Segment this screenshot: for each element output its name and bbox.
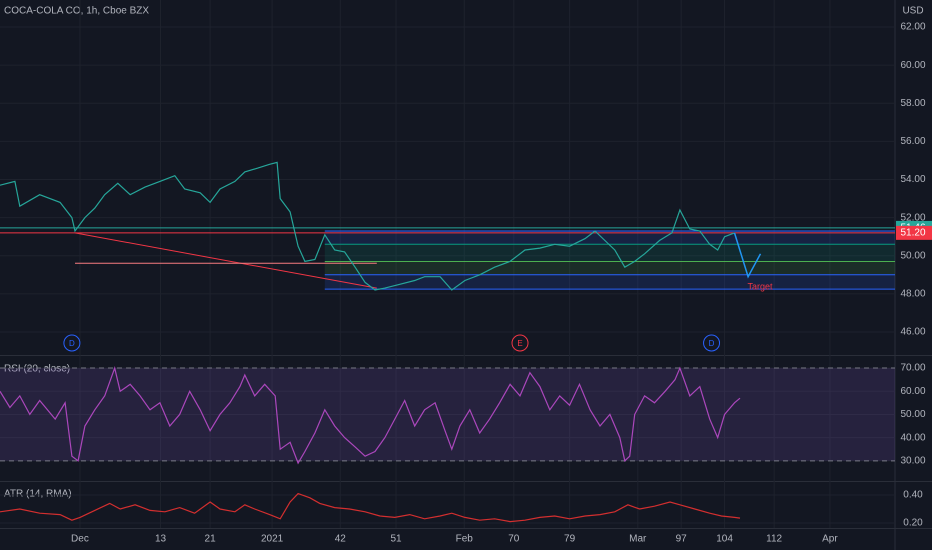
- x-tick-label: 21: [205, 534, 217, 545]
- y-tick-label: 0.40: [903, 490, 923, 501]
- y-tick-label: 48.00: [900, 288, 925, 299]
- x-tick-label: 104: [716, 534, 733, 545]
- event-marker: [63, 334, 81, 352]
- x-tick-label: 51: [390, 534, 402, 545]
- x-tick-label: 79: [564, 534, 576, 545]
- series-line: [0, 161, 735, 291]
- rsi-title: RSI (20, close): [4, 364, 70, 375]
- chart-title: COCA-COLA CO, 1h, Cboe BZX: [4, 6, 149, 17]
- x-tick-label: Dec: [71, 534, 89, 545]
- y-tick-label: 60.00: [900, 386, 925, 397]
- y-tick-label: 54.00: [900, 174, 925, 185]
- price-label-box: [896, 225, 932, 240]
- x-tick-label: 112: [766, 534, 782, 545]
- y-tick-label: 30.00: [900, 455, 925, 466]
- series-line: [0, 365, 741, 465]
- x-tick-label: 70: [508, 534, 520, 545]
- y-tick-label: 46.00: [900, 327, 925, 338]
- target-label: Target: [747, 282, 773, 292]
- y-tick-label: 0.20: [903, 518, 923, 529]
- atr-title: ATR (14, RMA): [4, 489, 72, 500]
- x-tick-label: 2021: [261, 534, 284, 545]
- y-tick-label: 50.00: [900, 409, 925, 420]
- event-marker: [703, 334, 721, 352]
- series-line: [0, 492, 741, 523]
- event-label: E: [517, 339, 522, 348]
- x-tick-label: Feb: [456, 534, 474, 545]
- trend-line: [74, 232, 377, 289]
- fib-band: [324, 244, 895, 262]
- price-label: 51.20: [900, 227, 925, 238]
- y-tick-label: 40.00: [900, 432, 925, 443]
- y-tick-label: 52.00: [900, 212, 925, 223]
- y-tick-label: 56.00: [900, 136, 925, 147]
- y-tick-label: 58.00: [900, 98, 925, 109]
- event-label: D: [709, 339, 715, 348]
- event-marker: [511, 334, 529, 352]
- x-tick-label: 13: [155, 534, 167, 545]
- fib-band: [324, 230, 895, 245]
- x-tick-label: 42: [335, 534, 347, 545]
- fib-band: [324, 261, 895, 275]
- currency: USD: [902, 6, 923, 17]
- y-tick-label: 70.00: [900, 363, 925, 374]
- x-tick-label: 97: [676, 534, 688, 545]
- rsi-band: [0, 368, 895, 461]
- projection-arrow: [733, 232, 762, 279]
- x-tick-label: Apr: [822, 534, 838, 545]
- fib-band: [324, 274, 895, 290]
- y-tick-label: 62.00: [900, 22, 925, 33]
- event-label: D: [69, 339, 75, 348]
- y-tick-label: 60.00: [900, 60, 925, 71]
- x-tick-label: Mar: [629, 534, 647, 545]
- y-tick-label: 50.00: [900, 250, 925, 261]
